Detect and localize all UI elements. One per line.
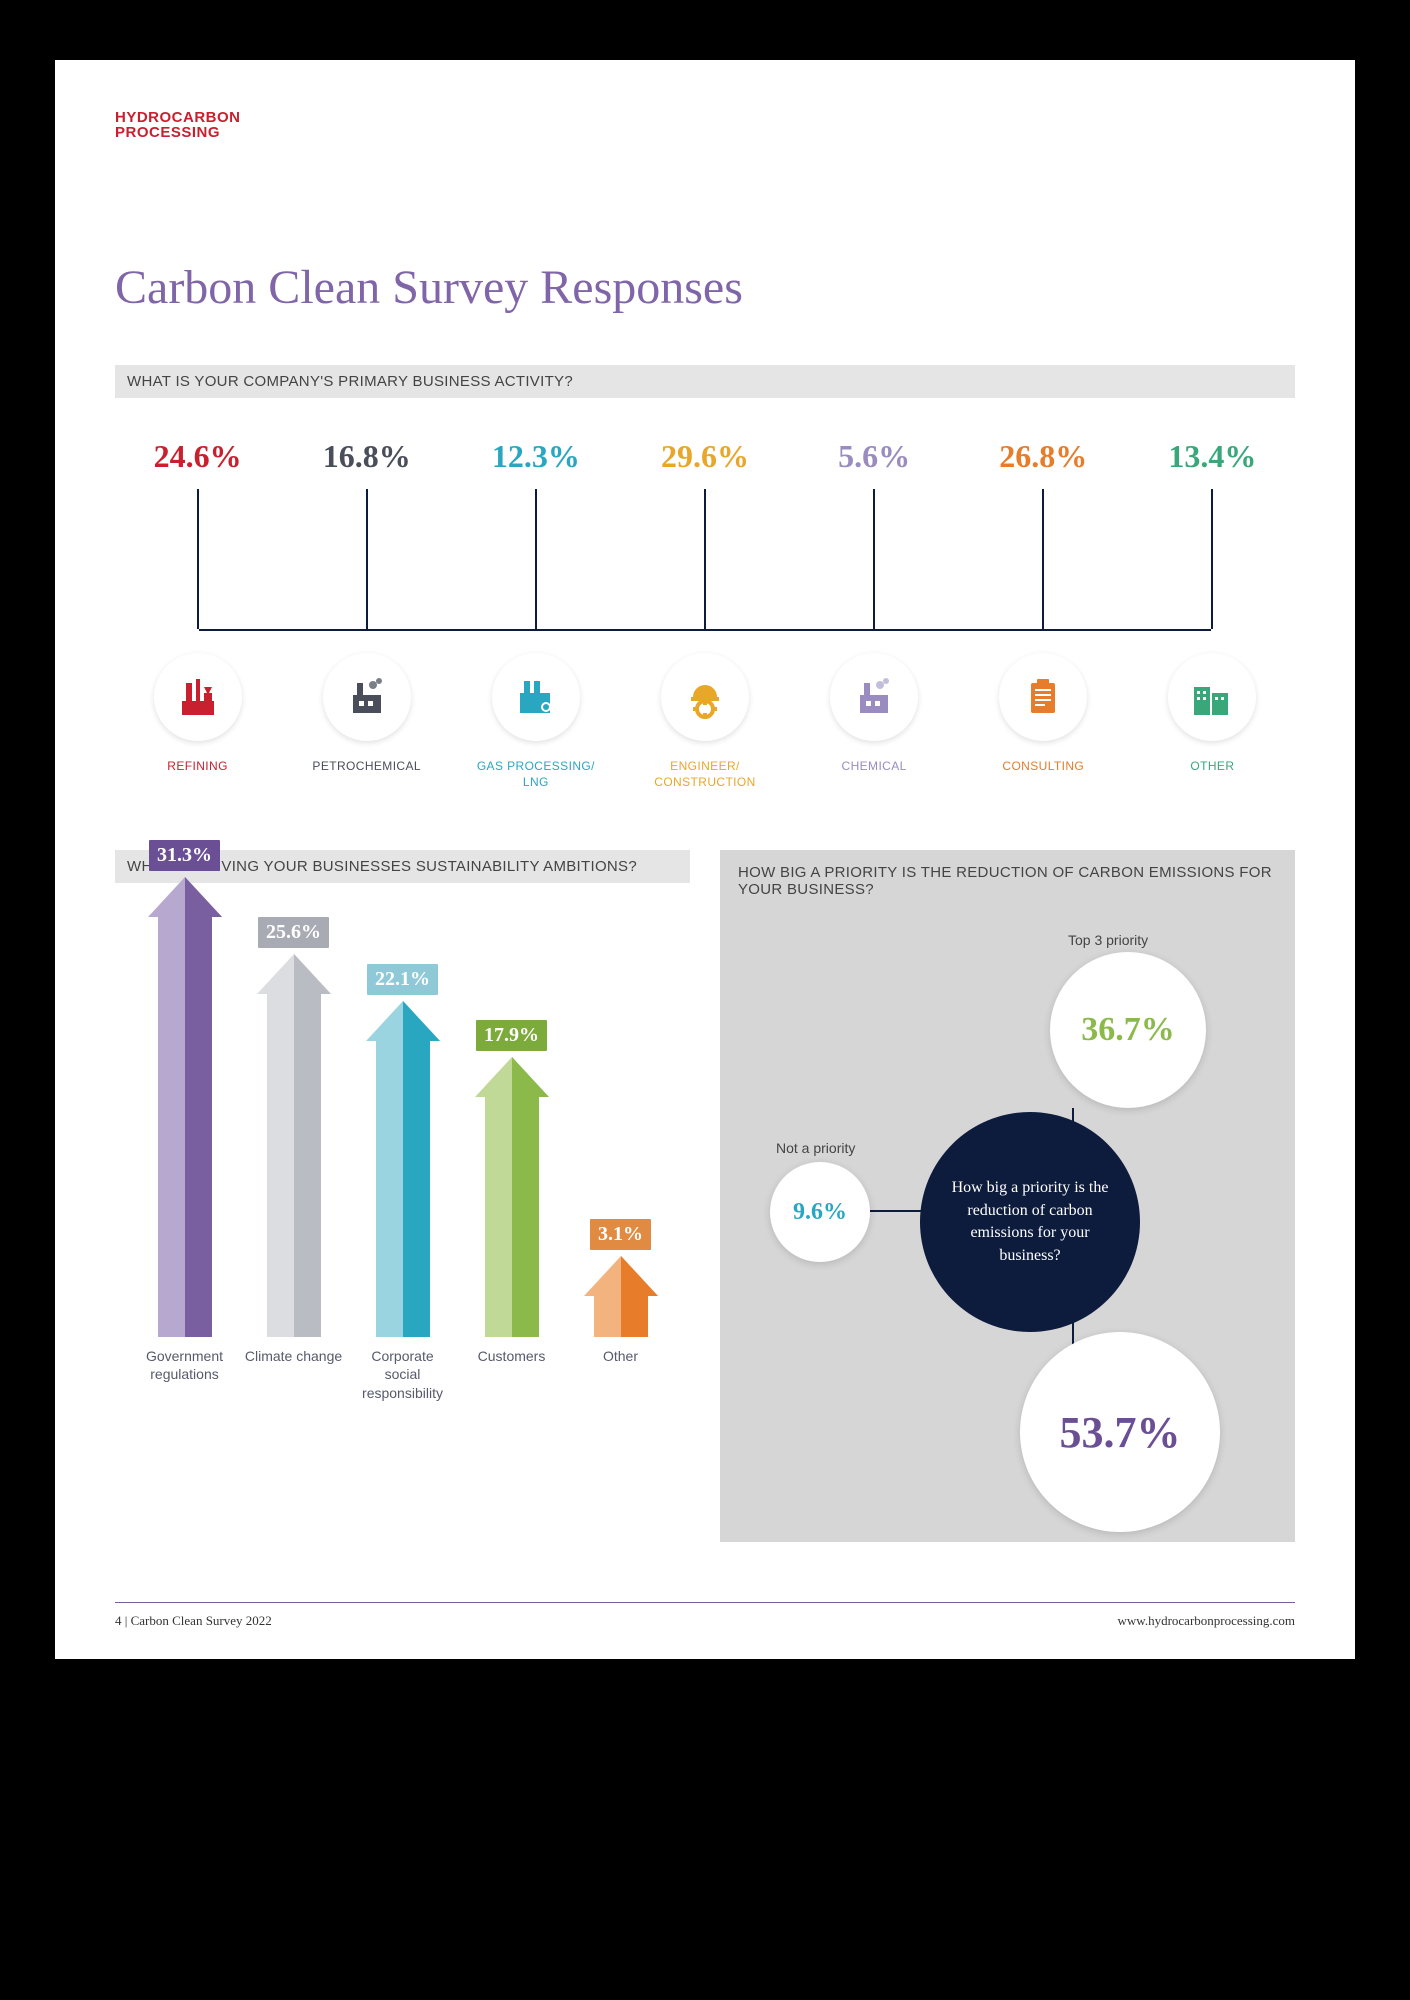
activity-percent: 16.8% bbox=[323, 438, 411, 475]
activity-percent: 5.6% bbox=[838, 438, 910, 475]
activity-column-icon: CONSULTING bbox=[961, 653, 1126, 790]
priority-bubble-top3: 36.7% bbox=[1050, 952, 1206, 1108]
activity-label: REFINING bbox=[167, 759, 228, 775]
activity-percent: 26.8% bbox=[999, 438, 1087, 475]
driver-percent-badge: 25.6% bbox=[258, 917, 329, 948]
bottom-grid: WHAT IS DRIVING YOUR BUSINESSES SUSTAINA… bbox=[115, 850, 1295, 1542]
driver-label: Climate change bbox=[245, 1347, 342, 1403]
priority-bubble-value: 36.7% bbox=[1081, 1011, 1175, 1049]
activity-label: ENGINEER/CONSTRUCTION bbox=[654, 759, 755, 790]
priority-bubble-value: 9.6% bbox=[793, 1199, 847, 1226]
activity-label: CONSULTING bbox=[1002, 759, 1084, 775]
driver-label: Corporate social responsibility bbox=[353, 1347, 452, 1403]
activity-chart: 24.6% 16.8% 12.3% 29.6% 5.6% 26.8% 13.4% REFIN… bbox=[115, 438, 1295, 790]
priority-center-circle: How big a priority is the reduction of c… bbox=[920, 1112, 1140, 1332]
activity-stem bbox=[535, 489, 537, 629]
priority-connector bbox=[1072, 1108, 1074, 1150]
driver-arrow bbox=[584, 1256, 658, 1338]
other-icon bbox=[1168, 653, 1256, 741]
activity-percent: 24.6% bbox=[154, 438, 242, 475]
brand-line2: PROCESSING bbox=[115, 125, 1295, 140]
activity-stem bbox=[366, 489, 368, 629]
driver-percent-badge: 22.1% bbox=[367, 964, 438, 995]
activity-percent: 12.3% bbox=[492, 438, 580, 475]
footer-left: 4 | Carbon Clean Survey 2022 bbox=[115, 1613, 272, 1629]
activity-stem bbox=[704, 489, 706, 629]
activity-baseline bbox=[199, 629, 1210, 631]
activity-column-icon: OTHER bbox=[1130, 653, 1295, 790]
activity-label: CHEMICAL bbox=[842, 759, 907, 775]
activity-column-icon: ENGINEER/CONSTRUCTION bbox=[622, 653, 787, 790]
driver-label: Customers bbox=[478, 1347, 546, 1403]
activity-column: 12.3% bbox=[453, 438, 618, 629]
activity-label: GAS PROCESSING/LNG bbox=[477, 759, 595, 790]
driver-arrow bbox=[257, 954, 331, 1338]
priority-connector bbox=[870, 1210, 922, 1212]
activity-column: 24.6% bbox=[115, 438, 280, 629]
consulting-icon bbox=[999, 653, 1087, 741]
footer-right: www.hydrocarbonprocessing.com bbox=[1118, 1613, 1296, 1629]
activity-percent: 29.6% bbox=[661, 438, 749, 475]
activity-stem bbox=[873, 489, 875, 629]
driver-column: 3.1% Other bbox=[571, 1219, 670, 1404]
report-page: HYDROCARBON PROCESSING Carbon Clean Surv… bbox=[55, 60, 1355, 1659]
driver-percent-badge: 17.9% bbox=[476, 1020, 547, 1051]
driver-arrow bbox=[148, 877, 222, 1337]
activity-label: PETROCHEMICAL bbox=[312, 759, 421, 775]
priority-bubble-label: Top 3 priority bbox=[1068, 932, 1148, 948]
chemical-icon bbox=[830, 653, 918, 741]
priority-center-text: How big a priority is the reduction of c… bbox=[942, 1177, 1118, 1267]
activity-question: WHAT IS YOUR COMPANY'S PRIMARY BUSINESS … bbox=[115, 365, 1295, 398]
gas-icon bbox=[492, 653, 580, 741]
activity-column: 29.6% bbox=[622, 438, 787, 629]
priority-panel: HOW BIG A PRIORITY IS THE REDUCTION OF C… bbox=[720, 850, 1295, 1542]
activity-label: OTHER bbox=[1190, 759, 1234, 775]
activity-column-icon: PETROCHEMICAL bbox=[284, 653, 449, 790]
refining-icon bbox=[154, 653, 242, 741]
activity-column: 5.6% bbox=[792, 438, 957, 629]
priority-bubble-increasing: 53.7% bbox=[1020, 1332, 1220, 1532]
driver-percent-badge: 31.3% bbox=[149, 840, 220, 871]
engineer-icon bbox=[661, 653, 749, 741]
drivers-chart: 31.3%Government regulations25.6%Climate … bbox=[115, 883, 690, 1403]
activity-percent: 13.4% bbox=[1168, 438, 1256, 475]
page-footer: 4 | Carbon Clean Survey 2022 www.hydroca… bbox=[115, 1602, 1295, 1629]
brand-line1: HYDROCARBON bbox=[115, 110, 1295, 125]
priority-chart: How big a priority is the reduction of c… bbox=[720, 912, 1295, 1512]
activity-stem bbox=[1042, 489, 1044, 629]
activity-column: 26.8% bbox=[961, 438, 1126, 629]
activity-column-icon: CHEMICAL bbox=[792, 653, 957, 790]
driver-column: 22.1% Corporate social responsibility bbox=[353, 964, 452, 1404]
driver-label: Government regulations bbox=[135, 1347, 234, 1403]
driver-percent-badge: 3.1% bbox=[590, 1219, 651, 1250]
activity-stem bbox=[197, 489, 199, 629]
driver-column: 25.6% Climate change bbox=[244, 917, 343, 1404]
priority-bubble-label: Not a priority bbox=[776, 1140, 855, 1156]
brand-logo: HYDROCARBON PROCESSING bbox=[115, 110, 1295, 140]
drivers-panel: WHAT IS DRIVING YOUR BUSINESSES SUSTAINA… bbox=[115, 850, 690, 1542]
driver-arrow bbox=[366, 1001, 440, 1338]
activity-stem bbox=[1211, 489, 1213, 629]
driver-column: 31.3% Government regulations bbox=[135, 840, 234, 1403]
priority-bubble-nap: 9.6% bbox=[770, 1162, 870, 1262]
page-title: Carbon Clean Survey Responses bbox=[115, 260, 1295, 315]
activity-column-icon: REFINING bbox=[115, 653, 280, 790]
activity-column: 13.4% bbox=[1130, 438, 1295, 629]
priority-question: HOW BIG A PRIORITY IS THE REDUCTION OF C… bbox=[720, 850, 1295, 912]
petrochemical-icon bbox=[323, 653, 411, 741]
activity-column: 16.8% bbox=[284, 438, 449, 629]
driver-arrow bbox=[475, 1057, 549, 1337]
activity-column-icon: GAS PROCESSING/LNG bbox=[453, 653, 618, 790]
driver-label: Other bbox=[603, 1347, 638, 1403]
driver-column: 17.9% Customers bbox=[462, 1020, 561, 1403]
priority-bubble-value: 53.7% bbox=[1060, 1407, 1181, 1458]
